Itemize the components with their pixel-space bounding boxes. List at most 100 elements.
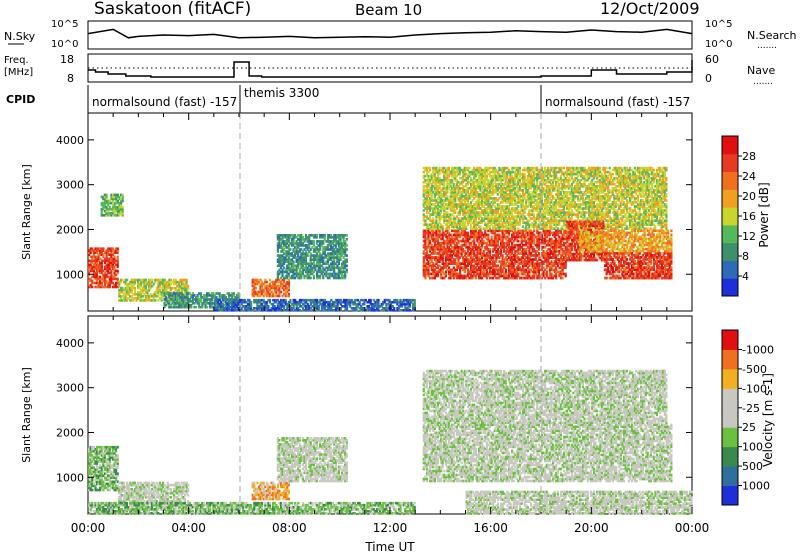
heatmap-cell	[517, 273, 519, 276]
heatmap-cell	[414, 299, 416, 302]
nsky-ytick-top-left: 10^5	[51, 19, 78, 30]
nsky-ytick-bottom-right: 10^0	[705, 39, 732, 50]
heatmap-cell	[134, 287, 136, 290]
heatmap-cell	[409, 309, 411, 312]
heatmap-cell	[113, 256, 115, 259]
heatmap-cell	[346, 244, 348, 247]
heatmap-cell	[432, 217, 434, 220]
heatmap-cell	[237, 292, 239, 295]
heatmap-cell	[429, 167, 431, 170]
cpid-segment-3: normalsound (fast) -157	[545, 95, 690, 109]
nsearch-legend-dots: .......	[757, 41, 777, 51]
nsky-label: N.Sky	[4, 30, 36, 43]
heatmap-cell	[546, 271, 548, 274]
heatmap-cell	[377, 299, 379, 302]
nsky-series-line	[88, 29, 692, 37]
heatmap-cell	[489, 248, 491, 251]
heatmap-cell	[346, 258, 348, 261]
heatmap-cell	[448, 167, 450, 170]
heatmap-cell	[250, 301, 252, 304]
heatmap-cell	[479, 225, 481, 228]
nsky-ytick-top-right: 10^5	[705, 19, 732, 30]
cpid-segment-2: themis 3300	[244, 86, 319, 100]
heatmap-cell	[346, 238, 348, 241]
freq-ytick-bottom: 8	[67, 72, 74, 85]
nave-label: Nave	[747, 64, 775, 77]
heatmap-cell	[324, 234, 326, 237]
heatmap-cell	[370, 299, 372, 302]
heatmap-cell	[267, 305, 269, 308]
heatmap-cell	[200, 292, 202, 295]
heatmap-cell	[561, 277, 563, 280]
heatmap-cell	[468, 167, 470, 170]
heatmap-cell	[446, 195, 448, 198]
heatmap-cell	[122, 194, 124, 197]
cpid-segment-1: normalsound (fast) -157	[92, 95, 237, 109]
heatmap-cell	[442, 225, 444, 228]
heatmap-cell	[280, 291, 282, 294]
freq-label-line2: [MHz]	[4, 67, 33, 78]
date-label: 12/Oct/2009	[600, 0, 700, 18]
heatmap-cell	[487, 234, 489, 237]
heatmap-cell	[505, 269, 507, 272]
heatmap-cell	[151, 279, 153, 282]
heatmap-cell	[186, 279, 188, 282]
heatmap-cell	[467, 232, 469, 235]
heatmap-cell	[346, 248, 348, 251]
heatmap-cell	[222, 303, 224, 306]
heatmap-cell	[222, 299, 224, 302]
heatmap-cell	[313, 240, 315, 243]
heatmap-cell	[206, 306, 208, 309]
beam-label: Beam 10	[355, 1, 422, 19]
heatmap-cell	[288, 293, 290, 296]
heatmap-cell	[195, 306, 197, 309]
heatmap-cell	[117, 270, 119, 273]
freq-label-line1: Freq.	[4, 55, 29, 66]
heatmap-cell	[165, 296, 167, 299]
nsky-ytick-bottom-left: 10^0	[51, 39, 78, 50]
heatmap-cell	[102, 247, 104, 250]
heatmap-cell	[313, 275, 315, 278]
nave-ytick-top: 60	[705, 53, 719, 66]
heatmap-cell	[187, 285, 189, 288]
heatmap-cell	[289, 299, 291, 302]
heatmap-cell	[266, 281, 268, 284]
nave-ytick-bottom: 0	[705, 72, 712, 85]
heatmap-cell	[517, 240, 519, 243]
freq-ytick-top: 18	[60, 53, 74, 66]
heatmap-cell	[117, 256, 119, 259]
heatmap-cell	[346, 269, 348, 272]
radar-title: Saskatoon (fitACF)	[94, 0, 251, 19]
heatmap-cell	[538, 252, 540, 255]
heatmap-cell	[346, 254, 348, 257]
heatmap-cell	[289, 248, 291, 251]
heatmap-cell	[310, 277, 312, 280]
heatmap-cell	[122, 206, 124, 209]
heatmap-cell	[105, 194, 107, 197]
heatmap-cell	[165, 292, 167, 295]
cpid-label: CPID	[6, 93, 35, 106]
heatmap-cell	[299, 309, 301, 312]
heatmap-cell	[491, 236, 493, 239]
heatmap-cell	[346, 234, 348, 237]
heatmap-cell	[269, 299, 271, 302]
heatmap-cell	[502, 254, 504, 257]
heatmap-cell	[285, 299, 287, 302]
heatmap-cell	[126, 279, 128, 282]
heatmap-cell	[255, 287, 257, 290]
freq-strip: Freq. [MHz] 18 8 60 0 Nave .......	[4, 53, 775, 87]
heatmap-cell	[154, 299, 156, 302]
cpid-strip: CPID normalsound (fast) -157 themis 3300…	[6, 85, 690, 113]
heatmap-cell	[117, 247, 119, 250]
heatmap-cell	[316, 234, 318, 237]
heatmap-cell	[91, 286, 93, 289]
nave-legend-dots: .......	[753, 77, 773, 87]
heatmap-cell	[117, 278, 119, 281]
heatmap-cell	[393, 307, 395, 310]
heatmap-cell	[233, 292, 235, 295]
heatmap-cell	[228, 305, 230, 308]
heatmap-cell	[346, 265, 348, 268]
nsky-strip: N.Sky 10^5 10^0 10^5 10^0 N.Search .....…	[4, 19, 797, 51]
